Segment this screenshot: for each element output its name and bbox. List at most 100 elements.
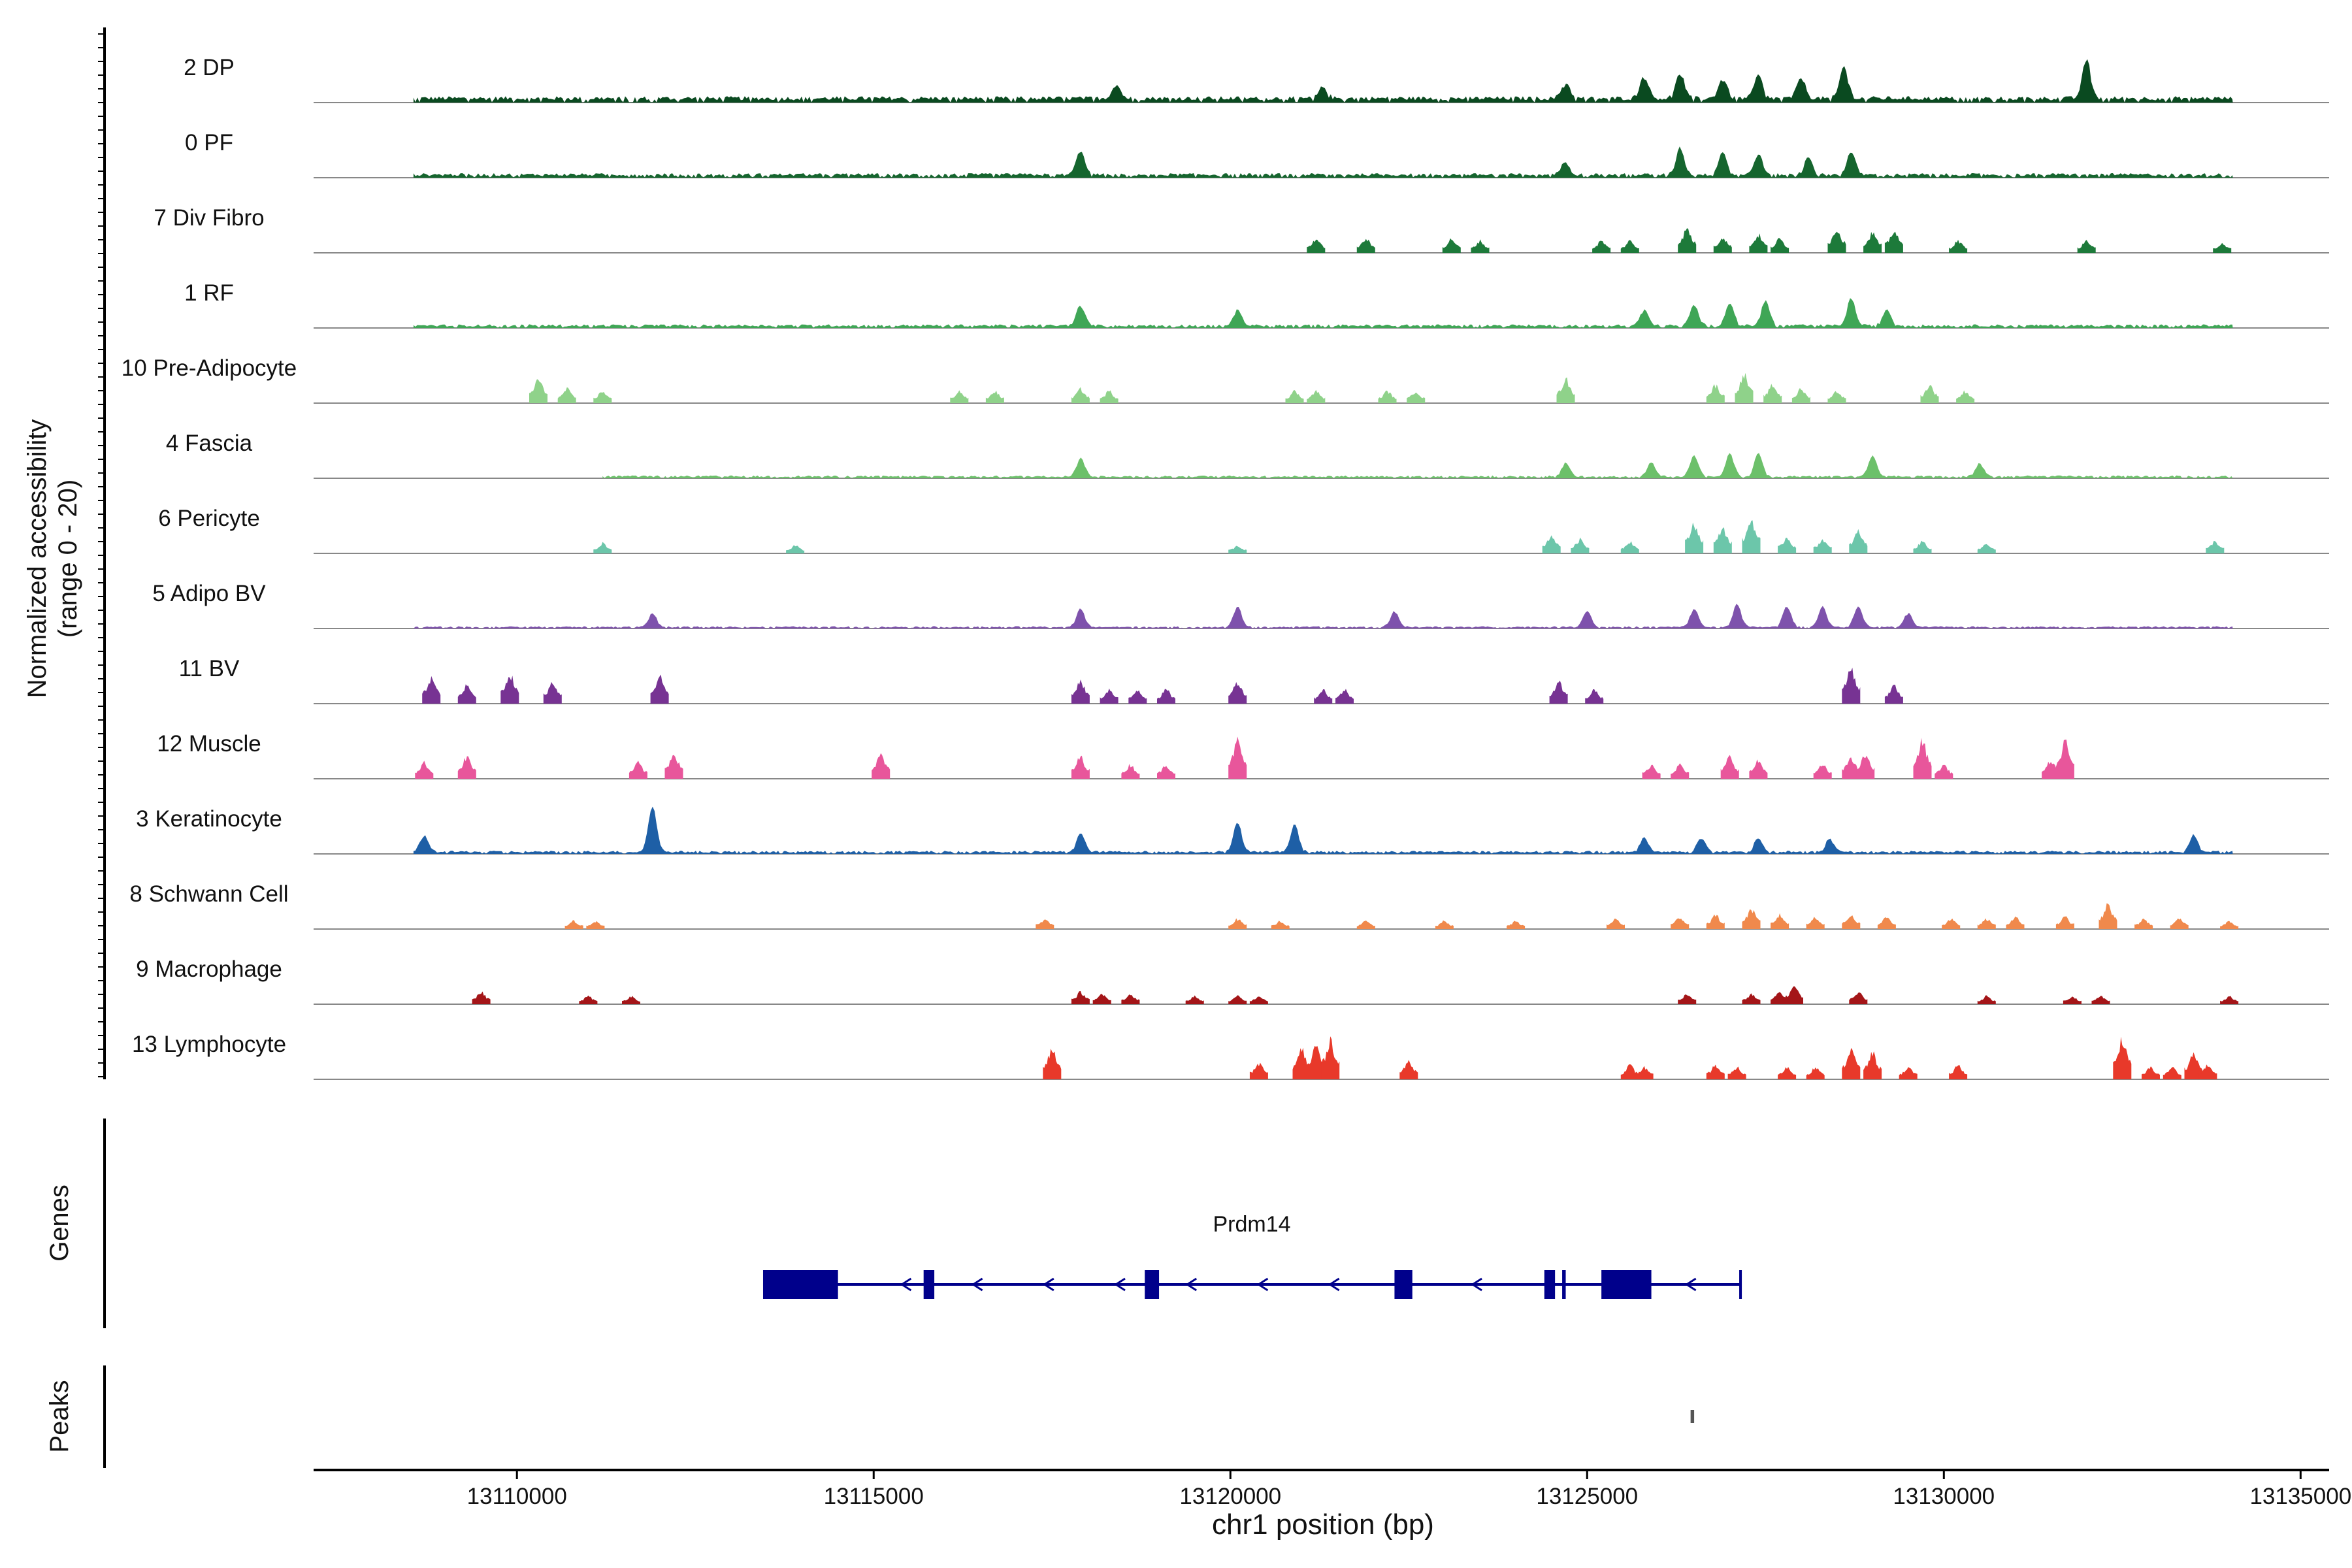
x-tick-label: 13120000 [1179,1484,1281,1509]
peak-bar [2184,1052,2203,1079]
peak-bar [1763,384,1782,403]
peak-bar [2220,996,2239,1004]
peak-bar [1899,1067,1918,1079]
peak-bar [1378,390,1397,403]
peak-bar [1071,990,1090,1004]
peak-bar [1771,992,1789,1004]
peak-bar [586,921,605,929]
track-label: 5 Adipo BV [152,581,266,606]
peak-bar [1977,918,1996,929]
peak-bar [1849,529,1868,553]
peak-bar [664,755,683,779]
gene-track: Prdm14 [762,1212,1742,1299]
track-6-pericyte: 6 Pericyte [158,506,2329,554]
gene-strand-arrow [971,1277,983,1292]
track-label: 6 Pericyte [158,506,260,531]
peak-bar [1863,231,1882,253]
track-label: 7 Div Fibro [154,205,264,231]
peak-region [1690,1410,1695,1423]
peak-bar [2206,541,2225,553]
peak-bar [1157,766,1175,779]
peak-bar [2142,1066,2160,1079]
gene-strand-arrow [1684,1277,1697,1292]
peak-bar [622,996,640,1004]
peak-bar [1071,755,1090,779]
peak-bar [1913,738,1932,779]
track-0-pf: 0 PF [185,130,2329,178]
peak-bar [1877,917,1896,929]
peak-bar [1228,736,1247,779]
coverage-area [413,604,2233,629]
peak-bar [1813,765,1832,779]
peak-bar [1977,995,1996,1004]
peak-bar [1863,1051,1882,1079]
peak-bar [529,379,547,403]
peak-bar [786,545,805,553]
peak-bar [1813,539,1832,553]
peak-bar [1620,240,1639,253]
peak-bar [1884,685,1903,704]
peak-bar [1307,239,1326,253]
peak-bar [2163,1067,2181,1079]
peak-bar [1036,919,1054,929]
peak-bar [2170,918,2189,929]
peak-bar [1713,527,1732,553]
track-4-fascia: 4 Fascia [166,431,2329,479]
peak-bar [1727,1066,1746,1079]
peak-bar [1356,238,1375,253]
coverage-area [413,146,2233,178]
peak-bar [1742,909,1761,929]
peak-bar [1121,994,1140,1004]
track-9-macrophage: 9 Macrophage [136,956,2329,1005]
peak-bar [1720,755,1739,779]
peak-bar [543,681,562,704]
peak-bar [1791,387,1810,403]
track-13-lymphocyte: 13 Lymphocyte [132,1032,2329,1080]
peak-bar [1228,918,1247,929]
peak-bar [1100,688,1119,704]
gene-strand-arrow [1185,1277,1198,1292]
gene-exon [1544,1270,1556,1299]
track-10-pre-adipocyte: 10 Pre-Adipocyte [122,355,2329,404]
track-label: 8 Schwann Cell [129,881,288,907]
track-label: 9 Macrophage [136,956,282,982]
peak-bar [1706,914,1725,929]
track-1-rf: 1 RF [184,280,2329,329]
peak-bar [1043,1049,1062,1079]
peak-bar [1399,1060,1418,1079]
peak-bar [629,760,647,779]
x-axis-ticks: 13110000 13115000 13120000 13125000 13130000… [467,1470,2351,1509]
x-tick-label: 13125000 [1536,1484,1638,1509]
x-axis-label: chr1 position (bp) [1212,1509,1434,1541]
peaks-panel-label: Peaks [45,1380,74,1452]
peak-bar [1071,679,1090,704]
peak-bar [650,674,669,704]
peak-bar [2042,761,2061,779]
track-label: 2 DP [184,55,235,80]
peak-bar [2091,996,2110,1004]
peak-bar [1842,1048,1861,1079]
peak-bar [1556,377,1575,403]
track-12-muscle: 12 Muscle [157,731,2329,779]
peak-bar [500,676,519,704]
peak-bar [415,760,434,779]
track-5-adipo-bv: 5 Adipo BV [152,581,2329,629]
peak-bar [1842,915,1861,929]
peak-bar [2055,740,2074,779]
genes-panel-label: Genes [45,1184,74,1262]
peak-bar [457,684,476,704]
peak-bar [1778,538,1797,553]
peak-bar [1185,995,1204,1004]
peak-bar [1856,755,1875,779]
peak-bar [1307,1045,1326,1079]
x-tick-label: 13130000 [1893,1484,1995,1509]
peak-bar [1884,231,1903,253]
peak-bar [1249,996,1268,1004]
track-label: 10 Pre-Adipocyte [122,355,297,381]
peak-bar [1771,238,1789,253]
peak-bar [1678,228,1697,253]
gene-exon [1562,1270,1566,1299]
track-8-schwann-cell: 8 Schwann Cell [129,881,2329,930]
peak-bar [1956,390,1975,403]
coverage-area [602,453,2233,478]
